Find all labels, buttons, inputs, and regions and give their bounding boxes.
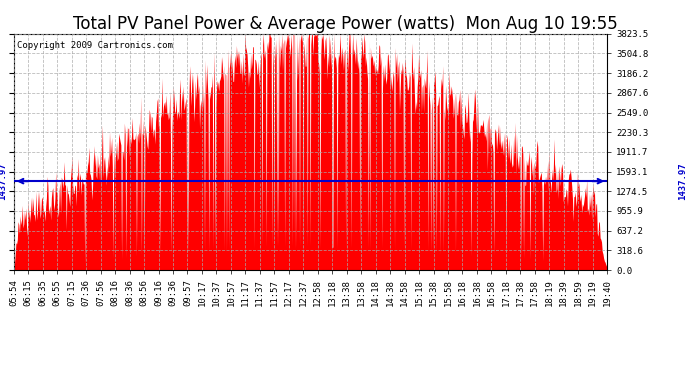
Text: 1437.97: 1437.97 (678, 162, 687, 200)
Text: Total PV Panel Power & Average Power (watts)  Mon Aug 10 19:55: Total PV Panel Power & Average Power (wa… (72, 15, 618, 33)
Text: 1437.97: 1437.97 (0, 162, 7, 200)
Text: Copyright 2009 Cartronics.com: Copyright 2009 Cartronics.com (17, 41, 172, 50)
